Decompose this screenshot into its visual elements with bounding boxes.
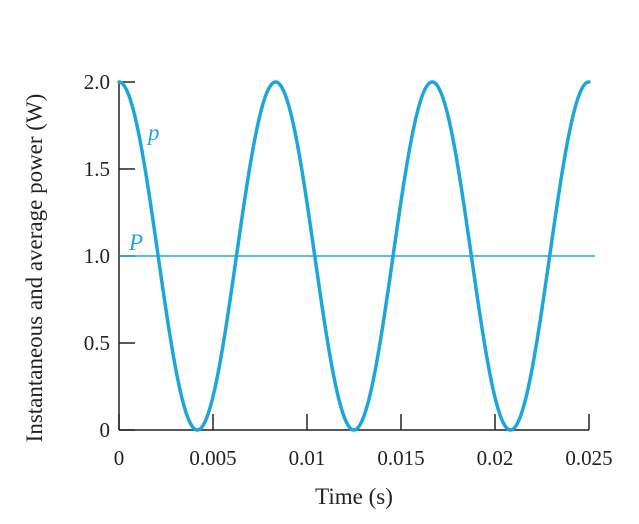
x-tick-label: 0.01 [289, 446, 326, 470]
y-ticks: 0 0.5 1.0 1.5 2.0 [84, 70, 135, 442]
x-tick-label: 0.015 [377, 446, 424, 470]
x-ticks: 0 0.005 0.01 0.015 0.02 0.025 [114, 414, 613, 470]
x-tick-label: 0.005 [189, 446, 236, 470]
y-tick-label: 0 [100, 418, 111, 442]
x-tick-label: 0 [114, 446, 125, 470]
series-layer: pP [117, 80, 595, 432]
y-tick-label: 1.0 [84, 244, 110, 268]
x-axis-title: Time (s) [315, 484, 393, 509]
x-tick-label: 0.025 [565, 446, 612, 470]
series-label-average-power: P [128, 230, 143, 255]
y-tick-label: 0.5 [84, 331, 110, 355]
x-tick-label: 0.02 [477, 446, 514, 470]
series-line-instantaneous-power [117, 80, 591, 432]
series-label-instantaneous-power: p [146, 120, 160, 145]
y-axis-title: Instantaneous and average power (W) [22, 94, 47, 443]
y-tick-label: 1.5 [84, 157, 110, 181]
y-tick-label: 2.0 [84, 70, 110, 94]
